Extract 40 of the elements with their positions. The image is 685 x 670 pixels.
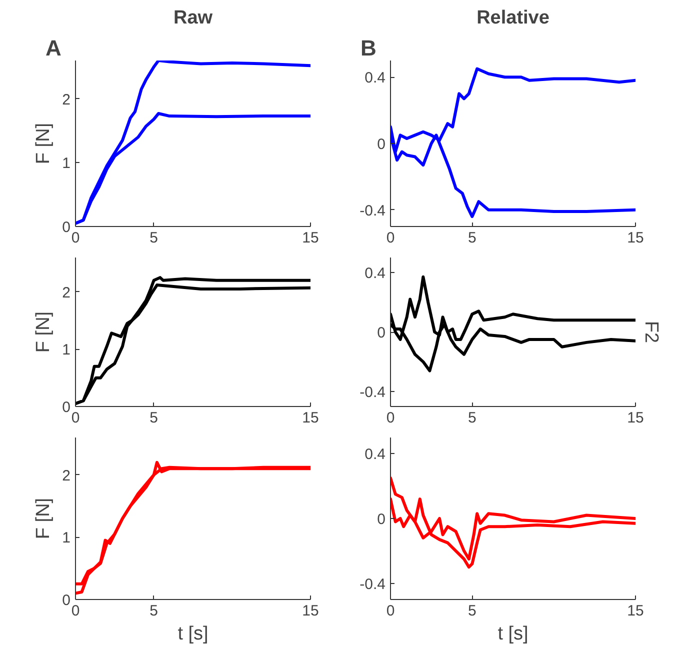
y-tick-label: 2: [62, 467, 70, 484]
x-tick-label: 15: [302, 410, 319, 426]
x-axis-title: t [s]: [498, 624, 528, 644]
x-tick-label: 5: [468, 230, 476, 246]
y-tick-label: 0: [377, 136, 386, 153]
y2-axis-title: F2: [640, 320, 662, 344]
y-tick-label: 0: [62, 592, 70, 609]
y-tick-label: 0: [62, 219, 70, 236]
x-tick-label: 5: [150, 230, 158, 246]
text: B: [360, 36, 376, 60]
text: A: [46, 36, 62, 60]
y-tick-label: 0: [62, 399, 70, 416]
y-tick-label: 0: [377, 511, 386, 528]
x-axis-title: t [s]: [178, 624, 208, 644]
y-axis-title: F [N]: [33, 498, 54, 540]
y-tick-label: 0.4: [364, 446, 386, 464]
y-tick-label: -0.4: [360, 576, 386, 593]
x-tick-label: 15: [627, 602, 644, 620]
x-tick-label: 15: [302, 230, 319, 246]
y-tick-label: 1: [62, 155, 70, 172]
x-tick-label: 5: [468, 410, 476, 426]
y-tick-label: 0.4: [364, 264, 386, 282]
x-tick-label: 15: [627, 410, 644, 426]
x-tick-label: 5: [468, 602, 476, 620]
x-tick-label: 15: [627, 230, 644, 246]
x-tick-label: 5: [150, 410, 158, 426]
y-tick-label: 1: [62, 530, 70, 547]
y-tick-label: 0: [377, 324, 386, 342]
y-tick-label: 0.4: [364, 70, 386, 87]
y-tick-label: -0.4: [360, 384, 386, 402]
x-tick-label: 15: [302, 602, 319, 620]
chart-title: Relative: [476, 8, 550, 28]
y-tick-label: -0.4: [360, 202, 386, 220]
y-axis-title: F [N]: [33, 311, 54, 353]
chart-title: Raw: [173, 8, 213, 28]
y-tick-label: 1: [62, 342, 70, 359]
y-axis-title: F [N]: [33, 122, 54, 164]
y-tick-label: 2: [62, 284, 70, 302]
y-tick-label: 2: [62, 91, 70, 108]
x-tick-label: 5: [150, 602, 158, 620]
